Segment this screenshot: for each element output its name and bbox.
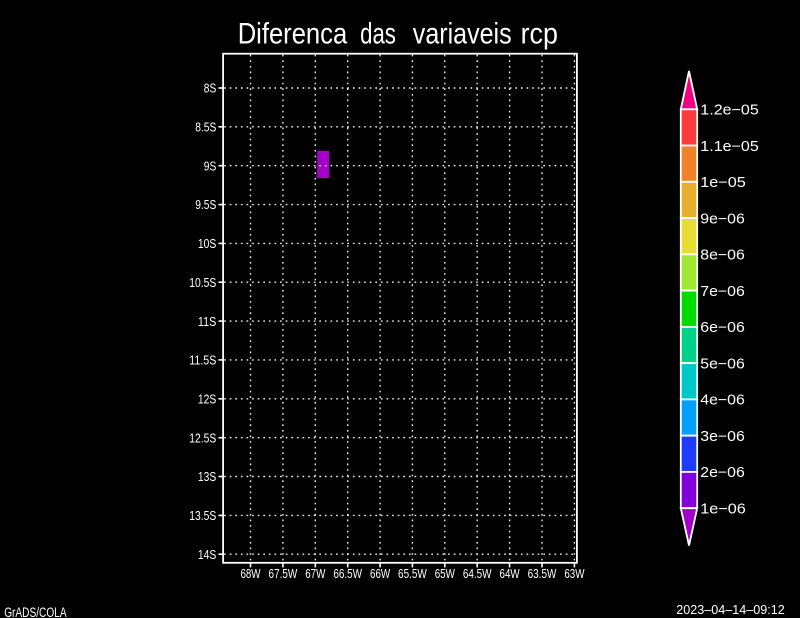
svg-text:10.5S: 10.5S <box>189 275 216 290</box>
svg-text:14S: 14S <box>198 547 217 562</box>
svg-text:10S: 10S <box>198 236 217 251</box>
svg-text:7e−06: 7e−06 <box>700 284 745 300</box>
svg-text:13S: 13S <box>198 469 217 484</box>
svg-text:1e−06: 1e−06 <box>700 502 746 518</box>
svg-text:11.5S: 11.5S <box>189 353 216 368</box>
svg-text:GrADS/COLA: GrADS/COLA <box>4 605 67 618</box>
svg-text:67W: 67W <box>305 566 326 581</box>
svg-text:4e−06: 4e−06 <box>700 393 745 409</box>
svg-text:Diferenca: Diferenca <box>238 19 348 51</box>
svg-text:65W: 65W <box>435 566 456 581</box>
svg-text:12.5S: 12.5S <box>189 430 216 445</box>
svg-text:12S: 12S <box>198 392 217 407</box>
svg-text:2023–04–14–09:12: 2023–04–14–09:12 <box>676 602 785 617</box>
svg-text:67.5W: 67.5W <box>269 566 298 581</box>
svg-text:64W: 64W <box>500 566 521 581</box>
svg-text:das: das <box>360 19 396 51</box>
svg-text:1.2e−05: 1.2e−05 <box>700 103 759 119</box>
svg-text:8S: 8S <box>204 81 217 96</box>
svg-text:68W: 68W <box>240 566 261 581</box>
svg-text:8.5S: 8.5S <box>195 120 216 135</box>
svg-text:6e−06: 6e−06 <box>700 320 745 336</box>
svg-text:9S: 9S <box>204 158 217 173</box>
svg-text:64.5W: 64.5W <box>463 566 492 581</box>
svg-text:13.5S: 13.5S <box>189 508 216 523</box>
svg-text:variaveis: variaveis <box>413 19 512 51</box>
svg-text:63W: 63W <box>564 566 585 581</box>
svg-text:rcp: rcp <box>521 19 558 51</box>
svg-text:8e−06: 8e−06 <box>700 248 745 264</box>
svg-text:9e−06: 9e−06 <box>700 211 745 227</box>
svg-text:5e−06: 5e−06 <box>700 356 745 372</box>
svg-text:2e−06: 2e−06 <box>700 465 745 481</box>
svg-text:65.5W: 65.5W <box>398 566 427 581</box>
svg-text:63.5W: 63.5W <box>528 566 557 581</box>
svg-text:66.5W: 66.5W <box>333 566 362 581</box>
svg-text:1.1e−05: 1.1e−05 <box>700 139 759 155</box>
svg-text:9.5S: 9.5S <box>195 197 216 212</box>
svg-text:11S: 11S <box>198 314 217 329</box>
svg-text:3e−06: 3e−06 <box>700 429 745 445</box>
svg-text:1e−05: 1e−05 <box>700 175 746 191</box>
svg-text:66W: 66W <box>370 566 391 581</box>
